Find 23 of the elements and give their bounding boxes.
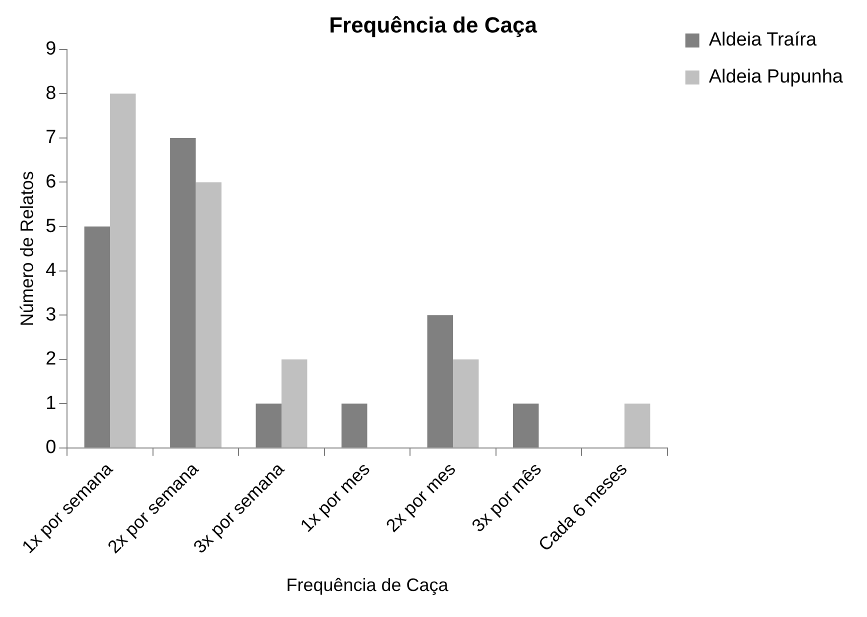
y-tick-label: 8 xyxy=(46,82,56,104)
bar xyxy=(624,404,650,448)
y-tick-label: 1 xyxy=(46,392,56,414)
bar xyxy=(452,359,479,448)
bar xyxy=(110,94,136,448)
x-tick-label: 2x por mes xyxy=(382,458,460,536)
chart-title: Frequência de Caça xyxy=(329,12,538,38)
y-axis-title: Número de Relatos xyxy=(16,171,37,326)
bar xyxy=(196,182,222,448)
x-axis-title: Frequência de Caça xyxy=(286,575,450,596)
y-tick-label: 5 xyxy=(46,216,56,237)
y-tick-label: 2 xyxy=(46,348,56,370)
y-tick-label: 0 xyxy=(46,437,56,458)
legend-label: Aldeia Pupunha xyxy=(708,66,844,88)
y-tick-label: 6 xyxy=(46,171,56,192)
y-tick-label: 4 xyxy=(46,260,57,282)
x-tick-label: 1x por mes xyxy=(296,458,374,536)
bar xyxy=(282,359,308,448)
y-tick-label: 7 xyxy=(46,127,56,148)
x-tick-label: 3x por mês xyxy=(468,458,546,536)
legend-label: Aldeia Traíra xyxy=(708,30,817,51)
y-tick-label: 3 xyxy=(46,304,56,326)
y-tick-label: 9 xyxy=(46,38,56,60)
